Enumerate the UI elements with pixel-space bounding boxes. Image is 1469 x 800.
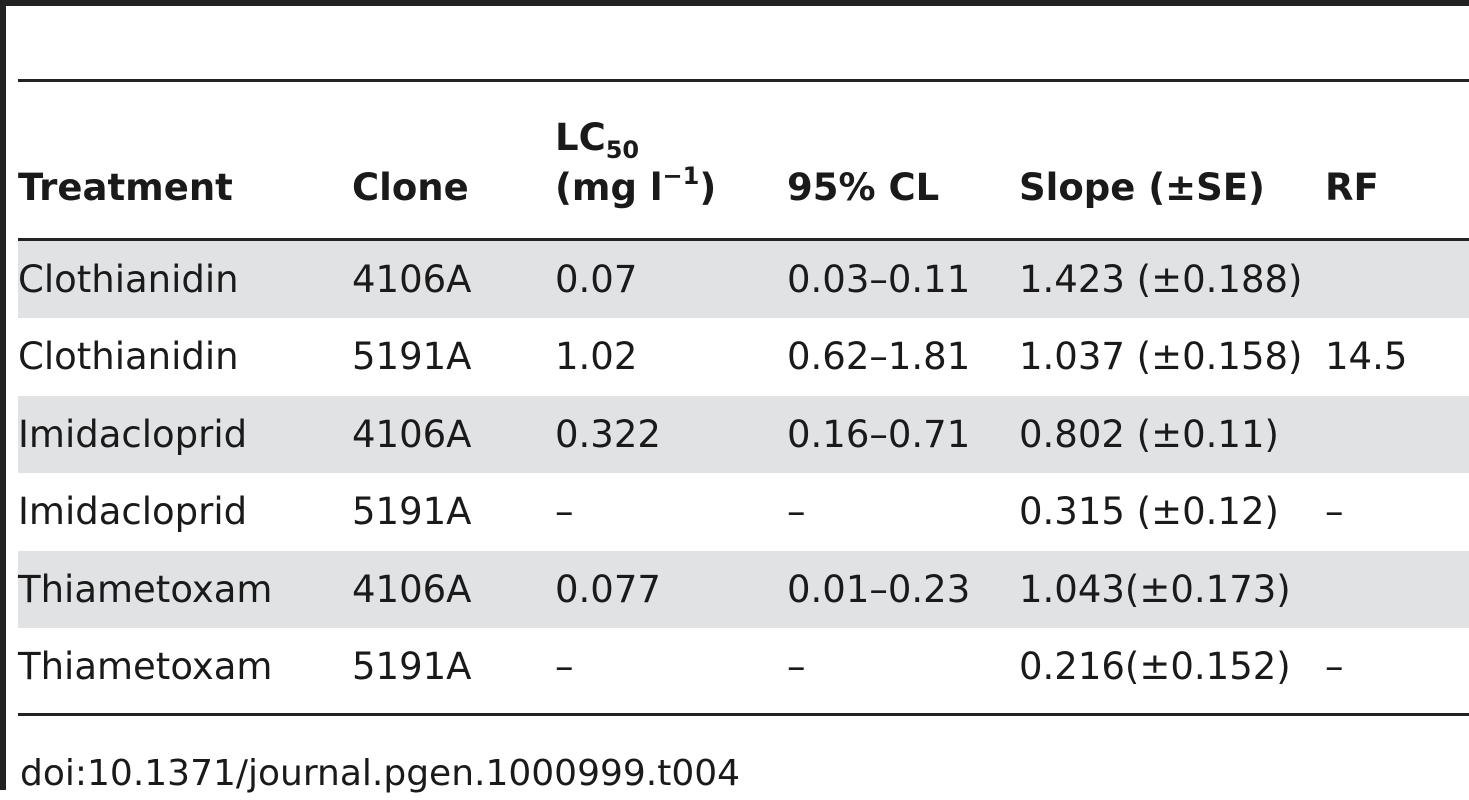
cell-treatment: Clothianidin xyxy=(18,258,239,301)
table-row: Imidacloprid 5191A – – 0.315 (±0.12) – xyxy=(18,473,1469,550)
cell-slope: 1.423 (±0.188) xyxy=(1019,258,1303,301)
cell-treatment: Thiametoxam xyxy=(18,645,273,688)
cell-cl: 0.03–0.11 xyxy=(787,258,971,301)
cell-slope: 1.043(±0.173) xyxy=(1019,568,1291,611)
cell-slope: 0.802 (±0.11) xyxy=(1019,413,1279,456)
header-lc50-subscript: 50 xyxy=(605,136,640,164)
cell-clone: 5191A xyxy=(352,645,472,688)
cell-slope: 1.037 (±0.158) xyxy=(1019,335,1303,378)
cell-cl: 0.01–0.23 xyxy=(787,568,971,611)
cell-rf: – xyxy=(1325,645,1344,688)
left-border xyxy=(0,0,6,790)
cell-clone: 4106A xyxy=(352,258,472,301)
cell-lc50: – xyxy=(555,490,574,533)
cell-rf: – xyxy=(1325,490,1344,533)
table-header-rule xyxy=(18,238,1469,241)
table-row: Clothianidin 4106A 0.07 0.03–0.11 1.423 … xyxy=(18,241,1469,318)
cell-slope: 0.315 (±0.12) xyxy=(1019,490,1279,533)
cell-clone: 5191A xyxy=(352,335,472,378)
cell-treatment: Imidacloprid xyxy=(18,413,248,456)
header-lc50-unit-close: ) xyxy=(699,166,717,209)
cell-clone: 5191A xyxy=(352,490,472,533)
cell-treatment: Imidacloprid xyxy=(18,490,248,533)
header-treatment: Treatment xyxy=(18,166,233,209)
table-row: Clothianidin 5191A 1.02 0.62–1.81 1.037 … xyxy=(18,318,1469,395)
cell-lc50: 0.077 xyxy=(555,568,661,611)
table-row: Imidacloprid 4106A 0.322 0.16–0.71 0.802… xyxy=(18,396,1469,473)
cell-cl: 0.62–1.81 xyxy=(787,335,971,378)
header-rf: RF xyxy=(1325,166,1379,209)
cell-cl: 0.16–0.71 xyxy=(787,413,971,456)
header-lc50-unit-exponent: −1 xyxy=(662,162,700,190)
header-lc50: LC50 xyxy=(555,116,639,162)
cell-lc50: 0.322 xyxy=(555,413,661,456)
header-cl: 95% CL xyxy=(787,166,940,209)
cell-clone: 4106A xyxy=(352,413,472,456)
cell-cl: – xyxy=(787,490,806,533)
table-row: Thiametoxam 5191A – – 0.216(±0.152) – xyxy=(18,628,1469,705)
cell-slope: 0.216(±0.152) xyxy=(1019,645,1291,688)
table-top-rule xyxy=(18,79,1469,82)
cell-treatment: Thiametoxam xyxy=(18,568,273,611)
top-border xyxy=(0,0,1469,6)
cell-clone: 4106A xyxy=(352,568,472,611)
table-row: Thiametoxam 4106A 0.077 0.01–0.23 1.043(… xyxy=(18,551,1469,628)
cell-treatment: Clothianidin xyxy=(18,335,239,378)
cell-cl: – xyxy=(787,645,806,688)
doi-footnote: doi:10.1371/journal.pgen.1000999.t004 xyxy=(20,753,741,794)
header-clone: Clone xyxy=(352,166,469,209)
header-lc50-unit: (mg l−1) xyxy=(555,164,717,210)
table-bottom-rule xyxy=(18,713,1469,716)
cell-lc50: 0.07 xyxy=(555,258,638,301)
cell-lc50: – xyxy=(555,645,574,688)
header-lc50-label: LC xyxy=(555,116,606,159)
header-slope: Slope (±SE) xyxy=(1019,166,1265,209)
cell-rf: 14.5 xyxy=(1325,335,1408,378)
header-lc50-unit-open: (mg l xyxy=(555,166,663,209)
cell-lc50: 1.02 xyxy=(555,335,638,378)
